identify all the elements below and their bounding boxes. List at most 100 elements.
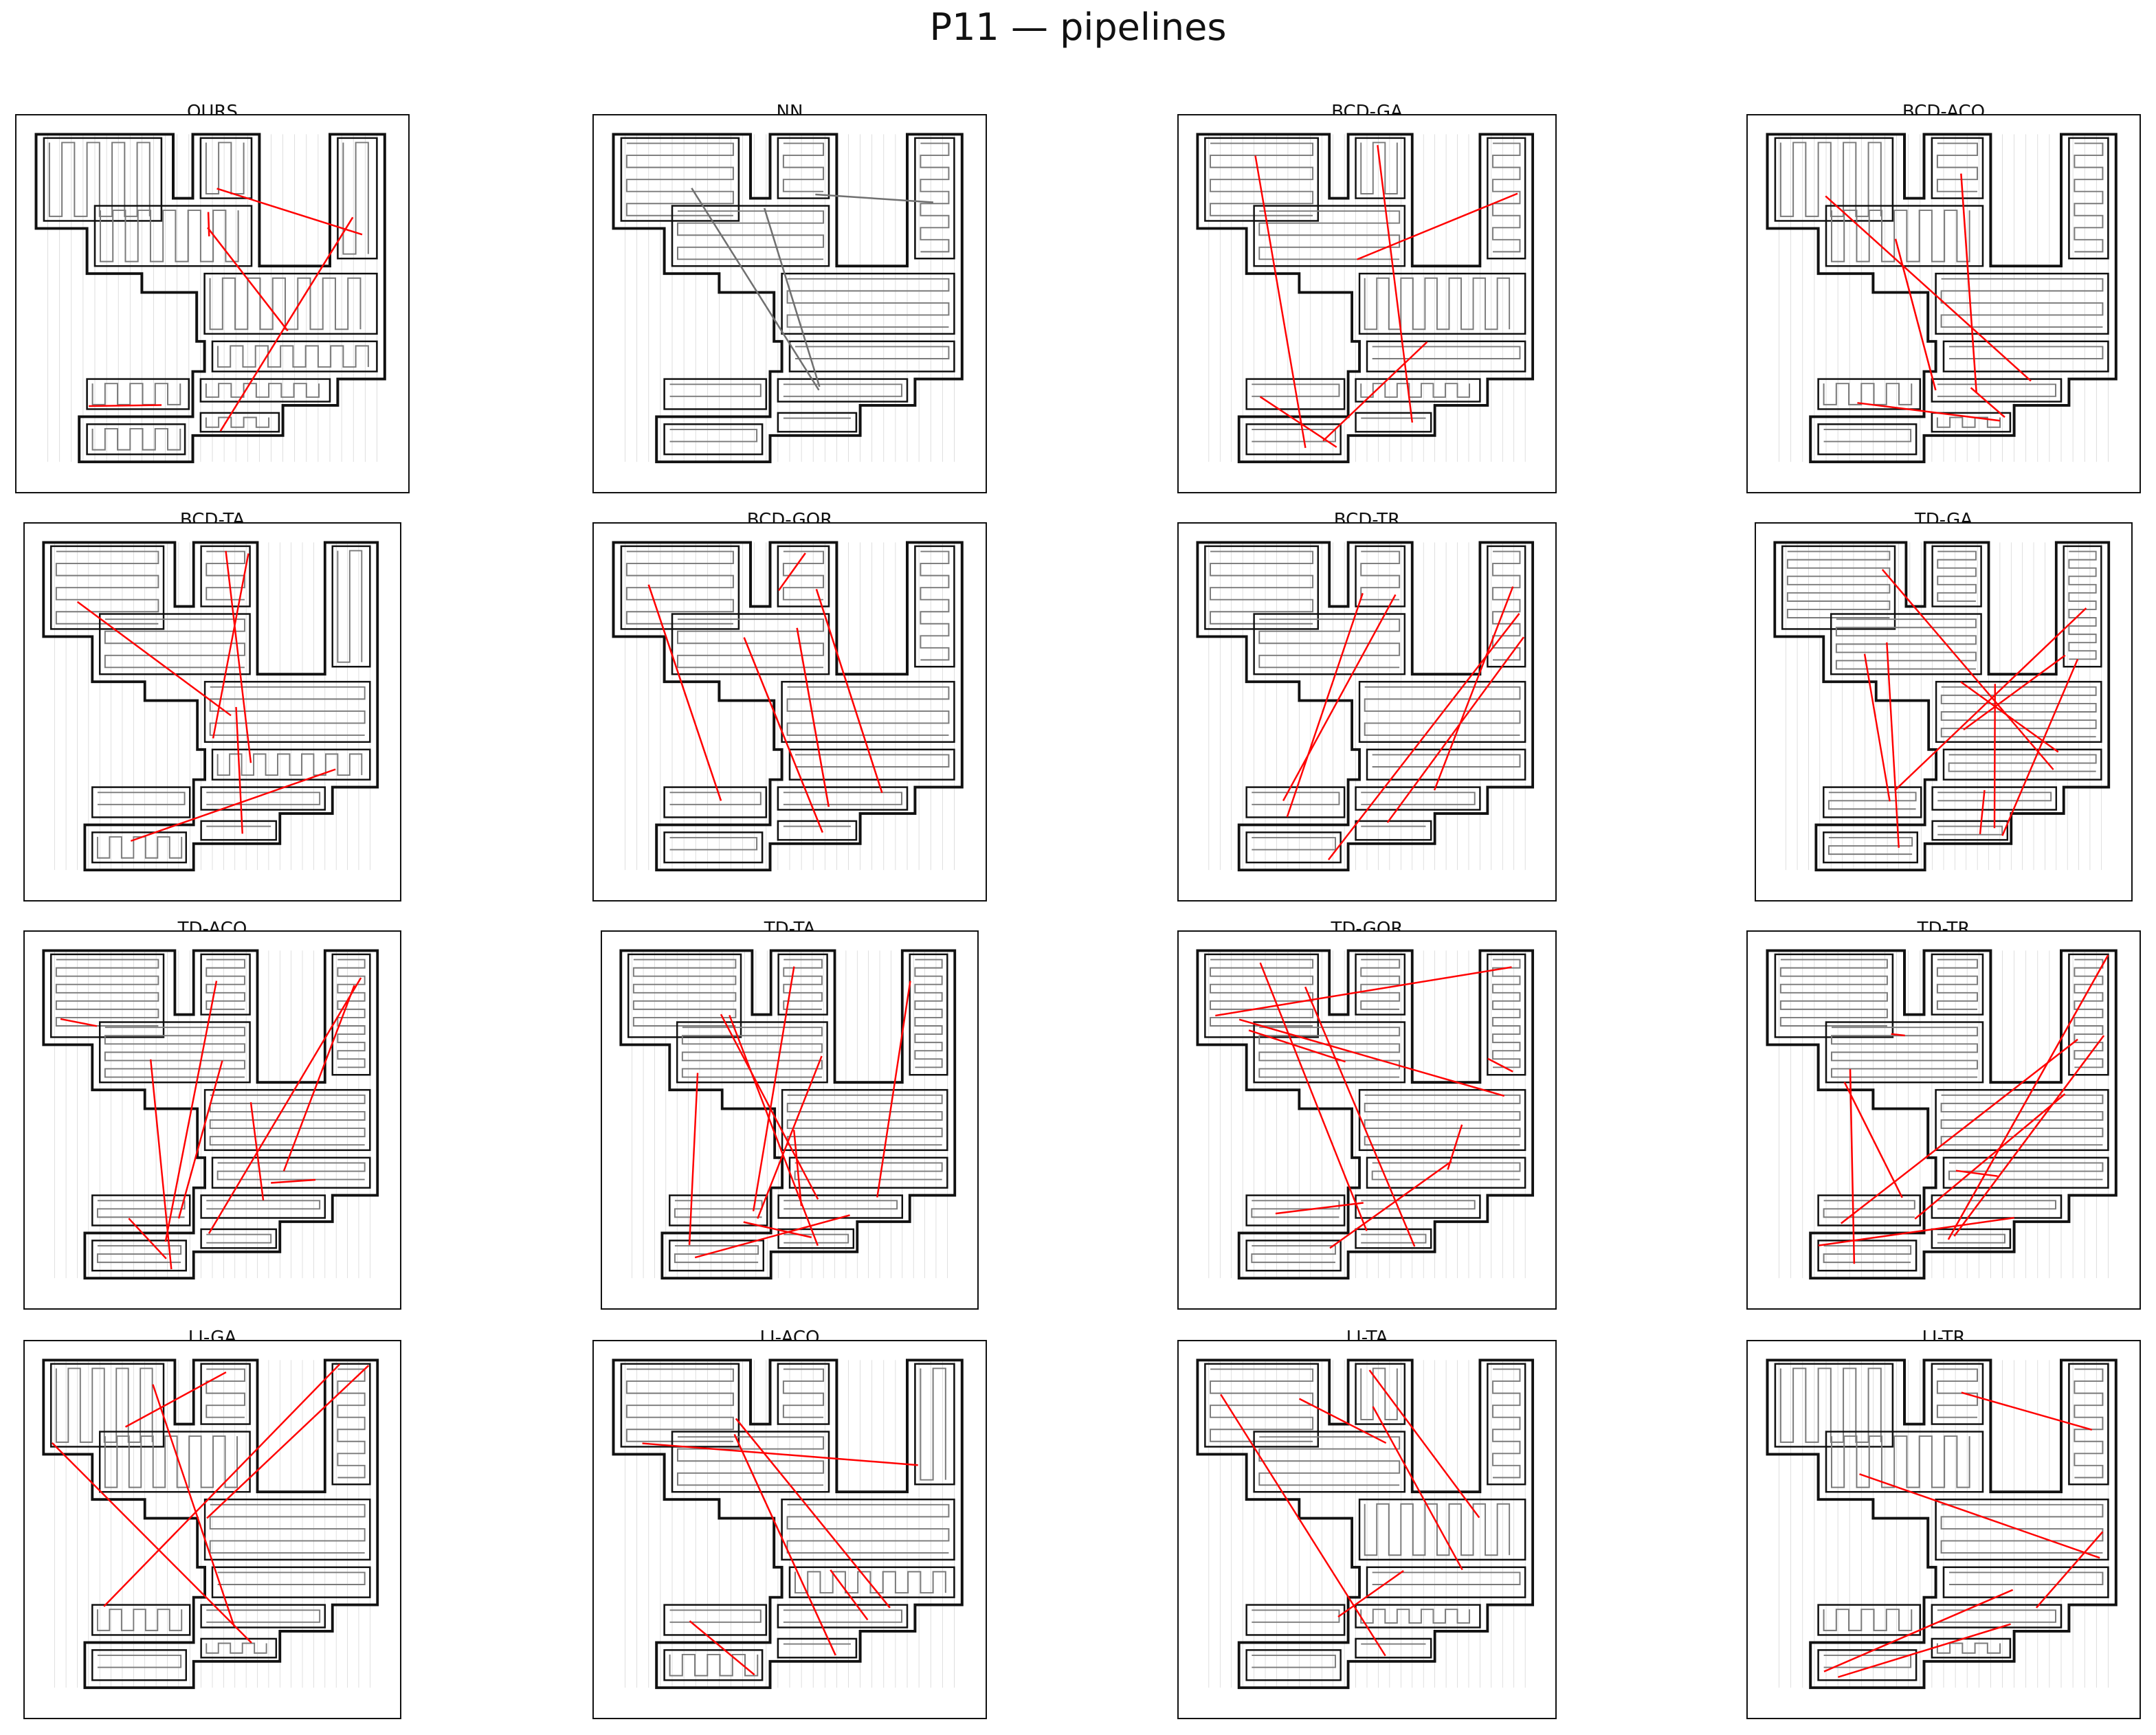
transition-line <box>130 768 336 842</box>
coverage-path <box>669 383 762 397</box>
coverage-cell <box>199 378 331 403</box>
coverage-cell <box>777 1194 904 1219</box>
coverage-cell <box>781 680 955 743</box>
coverage-path <box>1258 1436 1401 1486</box>
coverage-path <box>1258 618 1401 669</box>
coverage-path <box>216 1162 366 1180</box>
coverage-cell <box>1817 1194 1922 1227</box>
coverage-cell <box>788 748 955 781</box>
coverage-path <box>104 1435 238 1488</box>
plot-frame <box>1746 1340 2141 1719</box>
coverage-path <box>205 1368 245 1418</box>
transition-line <box>1881 569 2054 770</box>
transition-line <box>1304 986 1416 1247</box>
plot-frame <box>1746 930 2141 1310</box>
transition-line <box>212 553 249 739</box>
panel-nn: NN <box>592 102 987 493</box>
transition-line <box>1259 396 1337 448</box>
coverage-cell <box>1817 378 1922 410</box>
coverage-cell <box>1355 412 1432 433</box>
coverage-path <box>1361 792 1476 805</box>
coverage-path <box>96 1245 182 1264</box>
coverage-cell <box>2063 545 2102 668</box>
coverage-path <box>681 1027 823 1078</box>
coverage-cell <box>1817 423 1918 456</box>
transition-line <box>694 1214 850 1259</box>
transition-line <box>1215 966 1512 1017</box>
pipeline-map <box>612 1358 964 1690</box>
coverage-cell <box>1487 545 1526 668</box>
coverage-path <box>794 346 950 359</box>
transition-line <box>2035 1531 2104 1609</box>
panel-bcd-gor: BCD-GOR <box>592 510 987 902</box>
pipeline-map <box>1766 949 2118 1280</box>
coverage-path <box>1937 1200 2057 1210</box>
coverage-path <box>1252 429 1336 443</box>
coverage-path <box>1251 1245 1336 1264</box>
transition-line <box>1993 684 1997 829</box>
coverage-cell <box>909 953 948 1076</box>
transition-line <box>1953 1035 2105 1237</box>
transition-line <box>206 1365 370 1519</box>
transition-line <box>282 985 355 1172</box>
transition-line <box>743 637 824 833</box>
coverage-path <box>784 1200 898 1210</box>
panel-td-ga: TD-GA <box>1755 510 2133 902</box>
transition-line <box>1893 607 2087 792</box>
coverage-path <box>1830 210 1970 262</box>
coverage-cell <box>1487 1363 1526 1486</box>
coverage-path <box>216 345 369 368</box>
plot-frame <box>1177 1340 1557 1719</box>
panel-li-ga: LI-GA <box>23 1328 401 1719</box>
coverage-path <box>91 383 181 405</box>
pipeline-map <box>1773 541 2111 872</box>
coverage-path <box>55 959 159 1027</box>
coverage-cell <box>1823 786 1922 818</box>
transition-line <box>1275 1202 1364 1215</box>
transition-line <box>691 188 820 391</box>
coverage-cell <box>777 1604 909 1628</box>
transition-line <box>1372 1406 1463 1571</box>
coverage-cell <box>199 137 253 199</box>
coverage-cell <box>331 953 371 1076</box>
transition-line <box>735 1418 891 1609</box>
panel-bcd-tr: BCD-TR <box>1177 510 1557 902</box>
transition-line <box>1433 586 1514 791</box>
coverage-cell <box>669 1240 765 1272</box>
coverage-path <box>1372 1571 1521 1585</box>
coverage-cell <box>663 378 768 410</box>
coverage-path <box>1210 959 1314 1027</box>
coverage-cell <box>1355 786 1481 811</box>
coverage-cell <box>1935 1498 2109 1561</box>
coverage-path <box>1827 792 1917 810</box>
pipeline-map <box>1196 541 1535 872</box>
coverage-cell <box>1245 1649 1342 1681</box>
coverage-cell <box>91 1240 188 1272</box>
coverage-path <box>209 1503 366 1554</box>
transition-line <box>1447 1124 1463 1170</box>
pipeline-map <box>1766 1358 2118 1690</box>
coverage-cell <box>1355 545 1406 607</box>
coverage-path <box>794 754 950 768</box>
coverage-cell <box>1935 1088 2109 1152</box>
coverage-path <box>669 1609 762 1623</box>
coverage-path <box>1258 210 1401 260</box>
coverage-path <box>55 1367 153 1443</box>
coverage-path <box>1372 754 1521 768</box>
coverage-cell <box>203 1498 371 1561</box>
coverage-path <box>2074 1368 2104 1479</box>
coverage-cell <box>1366 340 1526 372</box>
region-boundary <box>34 133 386 464</box>
transition-line <box>177 1060 223 1219</box>
transition-line <box>720 1014 819 1200</box>
panel-td-gor: TD-GOR <box>1177 919 1557 1310</box>
coverage-path <box>337 959 366 1068</box>
transition-line <box>1857 402 2000 422</box>
region-boundary <box>1196 541 1535 872</box>
coverage-path <box>1948 1162 2104 1180</box>
coverage-cell <box>86 378 190 410</box>
plot-frame <box>1177 114 1557 493</box>
region-boundary <box>1766 1358 2118 1690</box>
coverage-cell <box>1204 1363 1319 1448</box>
coverage-cell <box>663 786 768 818</box>
